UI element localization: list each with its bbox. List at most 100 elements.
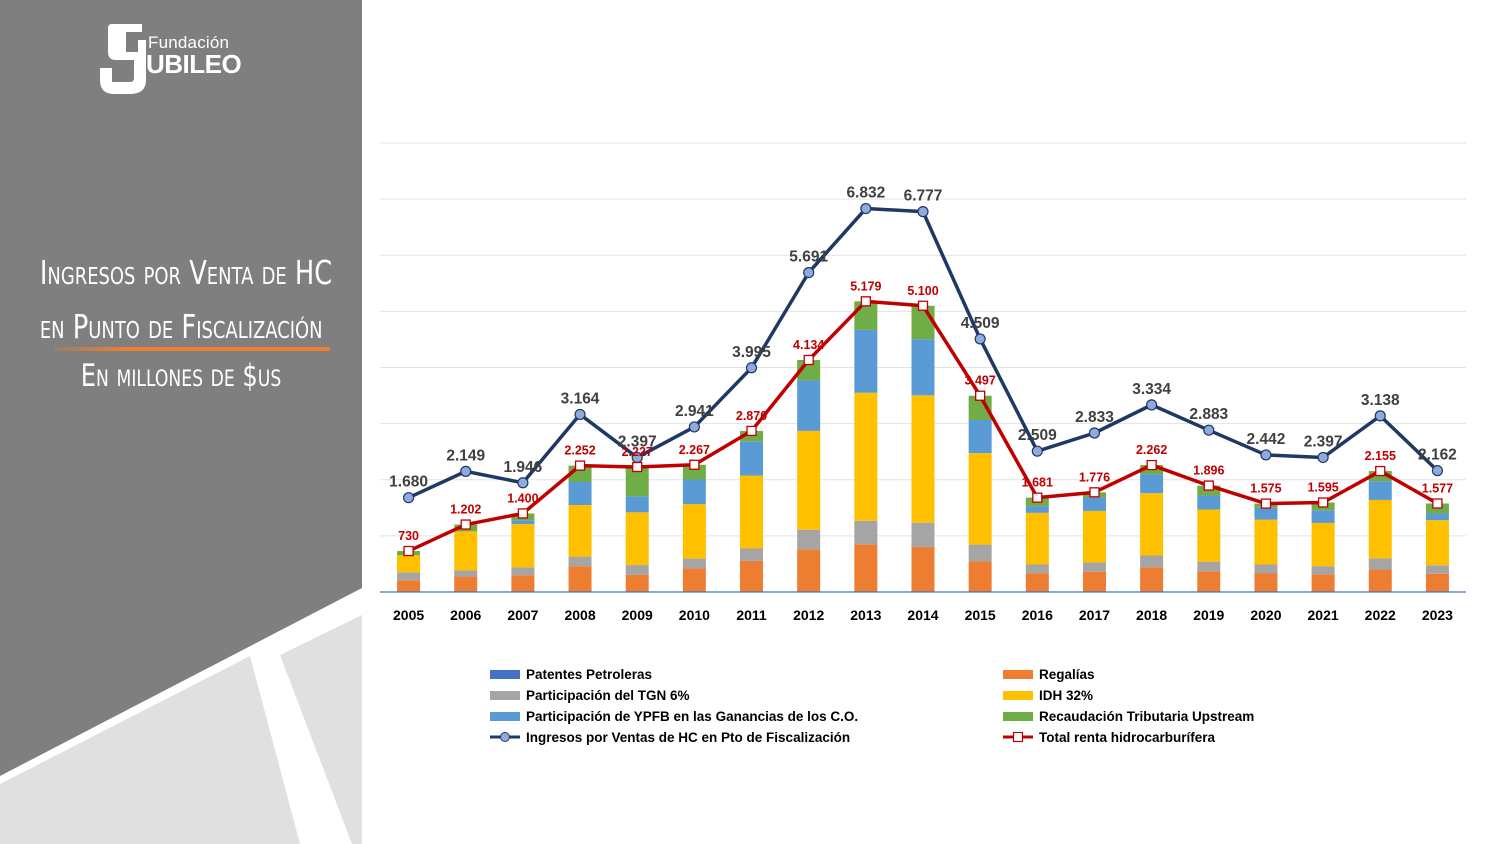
- point-total-renta-2005: [403, 545, 414, 557]
- data-label-total-renta-2010: 2.267: [679, 443, 710, 457]
- bar-regalias-2005: [397, 580, 421, 592]
- bar-ypfb-2013: [854, 329, 878, 393]
- bar-ypfb-2014: [911, 339, 935, 396]
- bar-idh-2005: [397, 555, 421, 573]
- bar-ypfb-2012: [797, 380, 821, 431]
- bar-idh-2022: [1368, 499, 1392, 559]
- title-divider: [54, 347, 330, 351]
- bar-ypfb-2022: [1368, 481, 1392, 500]
- point-ingresos-2016: [1031, 445, 1043, 457]
- data-label-ingresos-2019: 2.883: [1189, 406, 1228, 423]
- x-tick-label-2015: 2015: [965, 607, 996, 623]
- data-label-total-renta-2019: 1.896: [1193, 464, 1224, 478]
- logo-text-jubileo: UBILEO: [146, 49, 242, 79]
- bar-regalias-2018: [1140, 567, 1164, 592]
- legend-swatch-idh: [1003, 690, 1033, 700]
- bar-regalias-2020: [1254, 573, 1278, 592]
- bar-regalias-2022: [1368, 569, 1392, 592]
- x-tick-label-2021: 2021: [1308, 607, 1339, 623]
- bar-regalias-2008: [568, 566, 592, 592]
- x-tick-label-2016: 2016: [1022, 607, 1053, 623]
- bar-idh-2017: [1082, 510, 1106, 563]
- point-total-renta-2010: [689, 459, 700, 470]
- page-title-line-2: en Punto de Fiscalización: [39, 307, 323, 346]
- point-total-renta-2017: [1089, 487, 1100, 498]
- bar-idh-2008: [568, 505, 592, 557]
- bar-tgn-2018: [1140, 555, 1164, 568]
- legend-item-regalias: Regalías: [1003, 664, 1095, 684]
- bar-tgn-2015: [968, 544, 992, 562]
- bar-tgn-2011: [740, 548, 764, 561]
- bar-ypfb-2010: [682, 479, 706, 505]
- point-total-renta-2012: [803, 354, 814, 366]
- bar-tgn-2010: [682, 558, 706, 569]
- bar-regalias-2007: [511, 575, 535, 592]
- x-tick-label-2008: 2008: [564, 607, 595, 623]
- legend-item-ingresos: Ingresos por Ventas de HC en Pto de Fisc…: [490, 727, 850, 747]
- point-total-renta-2009: [632, 461, 643, 473]
- data-label-total-renta-2023: 1.577: [1422, 481, 1453, 495]
- legend-label-regalias: Regalías: [1039, 666, 1095, 682]
- bar-ypfb-2018: [1140, 474, 1164, 494]
- x-tick-label-2014: 2014: [907, 607, 938, 623]
- chart-legend: Patentes Petroleras Regalías Participaci…: [490, 664, 1390, 754]
- x-tick-label-2011: 2011: [736, 607, 767, 623]
- bar-regalias-2019: [1197, 571, 1221, 592]
- fundacion-jubileo-logo-icon: [100, 24, 146, 94]
- point-total-renta-2011: [746, 425, 757, 437]
- x-tick-label-2007: 2007: [507, 607, 538, 623]
- bar-regalias-2012: [797, 549, 821, 592]
- bar-tgn-2009: [625, 565, 649, 575]
- point-ingresos-2013: [860, 202, 872, 215]
- point-ingresos-2021: [1317, 451, 1329, 464]
- point-total-renta-2016: [1032, 492, 1043, 503]
- bar-regalias-2011: [740, 560, 764, 592]
- data-label-ingresos-2016: 2.509: [1018, 427, 1057, 444]
- chart: 2005 2006 2007 2008 2009 2010 2011 2012 2013 2014…: [380, 142, 1466, 623]
- bar-idh-2006: [454, 531, 478, 571]
- data-label-ingresos-2009: 2.397: [618, 433, 657, 450]
- data-label-total-renta-2014: 5.100: [907, 284, 938, 298]
- bar-ypfb-2011: [740, 441, 764, 476]
- legend-label-total: Total renta hidrocarburífera: [1039, 729, 1216, 745]
- point-total-renta-2021: [1317, 497, 1329, 508]
- data-label-total-renta-2005: 730: [398, 529, 419, 543]
- point-ingresos-2022: [1374, 410, 1386, 422]
- point-total-renta-2013: [860, 296, 871, 307]
- bar-upstream-2010: [682, 464, 706, 480]
- legend-swatch-ypfb: [490, 711, 520, 721]
- legend-marker-ingresos: [490, 731, 520, 743]
- data-label-total-renta-2006: 1.202: [450, 503, 481, 517]
- x-tick-label-2017: 2017: [1079, 607, 1110, 623]
- data-label-total-renta-2015: 3.497: [965, 374, 996, 388]
- data-label-total-renta-2007: 1.400: [507, 491, 538, 505]
- bar-tgn-2012: [797, 529, 821, 550]
- x-tick-label-2005: 2005: [393, 607, 424, 623]
- x-tick-label-2018: 2018: [1136, 607, 1167, 623]
- legend-item-upstream: Recaudación Tributaria Upstream: [1003, 706, 1254, 726]
- bar-ypfb-2017: [1082, 497, 1106, 511]
- bar-idh-2020: [1254, 519, 1278, 565]
- bar-ypfb-2019: [1197, 495, 1221, 510]
- data-label-total-renta-2018: 2.262: [1136, 443, 1167, 457]
- bar-regalias-2017: [1082, 571, 1106, 592]
- bar-regalias-2010: [682, 568, 706, 592]
- legend-label-upstream: Recaudación Tributaria Upstream: [1039, 708, 1255, 724]
- bar-tgn-2007: [511, 567, 535, 576]
- data-label-ingresos-2018: 3.334: [1132, 381, 1171, 398]
- point-ingresos-2015: [974, 333, 986, 345]
- bar-idh-2014: [911, 395, 935, 523]
- legend-swatch-tgn: [490, 690, 520, 700]
- bar-ypfb-2007: [511, 520, 535, 525]
- legend-label-ingresos: Ingresos por Ventas de HC en Pto de Fisc…: [526, 729, 851, 745]
- x-tick-label-2023: 2023: [1422, 607, 1453, 623]
- bar-idh-2015: [968, 453, 992, 545]
- data-label-total-renta-2022: 2.155: [1365, 449, 1396, 463]
- legend-marker-total: [1003, 731, 1033, 743]
- bar-tgn-2022: [1368, 558, 1392, 570]
- legend-label-ypfb: Participación de YPFB en las Ganancias d…: [526, 708, 859, 724]
- bar-tgn-2008: [568, 556, 592, 567]
- legend-item-ypfb: Participación de YPFB en las Ganancias d…: [490, 706, 858, 726]
- bar-upstream-2011: [740, 430, 764, 442]
- data-label-ingresos-2014: 6.777: [904, 188, 943, 205]
